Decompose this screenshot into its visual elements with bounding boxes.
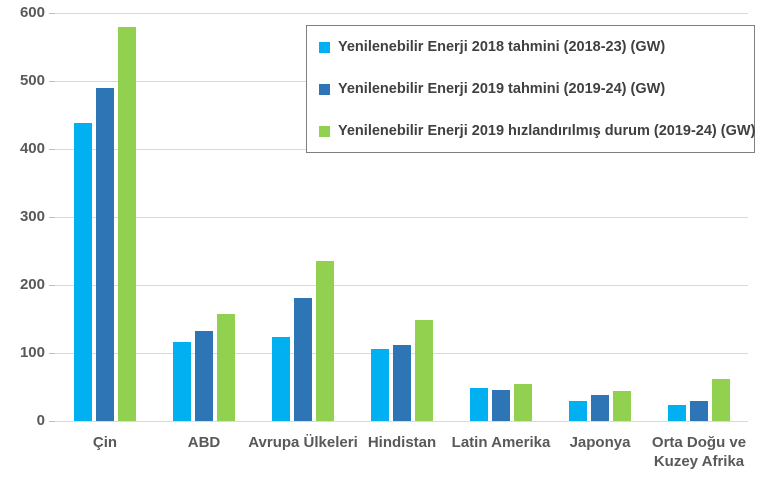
y-tick <box>49 285 55 286</box>
x-axis-label: Latin Amerika <box>451 434 551 451</box>
bar <box>668 405 686 421</box>
bar <box>272 336 290 421</box>
y-axis-label: 100 <box>19 344 45 361</box>
x-axis-label: Orta Doğu ve Kuzey Afrika <box>651 434 747 470</box>
legend-row: Yenilenebilir Enerji 2019 hızlandırılmış… <box>319 123 756 139</box>
legend-row: Yenilenebilir Enerji 2018 tahmini (2018-… <box>319 39 754 55</box>
gridline <box>55 13 748 14</box>
x-axis-label: ABD <box>187 434 221 451</box>
legend-label: Yenilenebilir Enerji 2018 tahmini (2018-… <box>338 39 666 55</box>
bar-group <box>569 13 631 421</box>
bar <box>569 401 587 421</box>
y-axis-label: 500 <box>19 72 45 89</box>
bar <box>591 395 609 421</box>
bar <box>195 331 213 421</box>
legend: Yenilenebilir Enerji 2018 tahmini (2018-… <box>306 25 755 153</box>
y-axis-label: 600 <box>19 4 45 21</box>
gridline <box>55 217 748 218</box>
bar <box>96 87 114 421</box>
y-tick <box>49 353 55 354</box>
x-axis-label: Avrupa Ülkeleri <box>248 434 358 451</box>
y-axis-label: 200 <box>19 276 45 293</box>
y-tick <box>49 217 55 218</box>
bar <box>393 344 411 421</box>
bar <box>118 26 136 421</box>
bar <box>492 389 510 421</box>
bar <box>514 383 532 421</box>
y-axis-label: 300 <box>19 208 45 225</box>
bar-group <box>371 13 433 421</box>
bar <box>470 387 488 421</box>
bar <box>74 123 92 421</box>
y-tick <box>49 81 55 82</box>
x-axis-line <box>55 421 748 422</box>
y-axis-label: 400 <box>19 140 45 157</box>
legend-swatch-icon <box>319 83 330 95</box>
legend-label: Yenilenebilir Enerji 2019 tahmini (2019-… <box>338 81 666 97</box>
bar <box>217 314 235 421</box>
bar-group <box>74 13 136 421</box>
bar-group <box>272 13 334 421</box>
y-tick <box>49 13 55 14</box>
legend-swatch-icon <box>319 41 330 53</box>
legend-row: Yenilenebilir Enerji 2019 tahmini (2019-… <box>319 81 754 97</box>
bar-group <box>668 13 730 421</box>
bar <box>690 401 708 421</box>
x-axis-label: Çin <box>92 434 118 451</box>
y-tick <box>49 421 55 422</box>
x-axis-label: Hindistan <box>367 434 437 451</box>
bar <box>173 342 191 421</box>
gridline <box>55 285 748 286</box>
bar-group <box>173 13 235 421</box>
x-axis-label: Japonya <box>569 434 631 451</box>
bar <box>371 348 389 421</box>
bar <box>294 297 312 421</box>
bar <box>712 378 730 421</box>
y-tick <box>49 149 55 150</box>
y-axis-label: 0 <box>36 412 45 429</box>
bar <box>316 260 334 421</box>
legend-label: Yenilenebilir Enerji 2019 hızlandırılmış… <box>338 123 756 139</box>
bar-group <box>470 13 532 421</box>
legend-swatch-icon <box>319 125 330 137</box>
bar <box>415 320 433 421</box>
bar <box>613 391 631 421</box>
